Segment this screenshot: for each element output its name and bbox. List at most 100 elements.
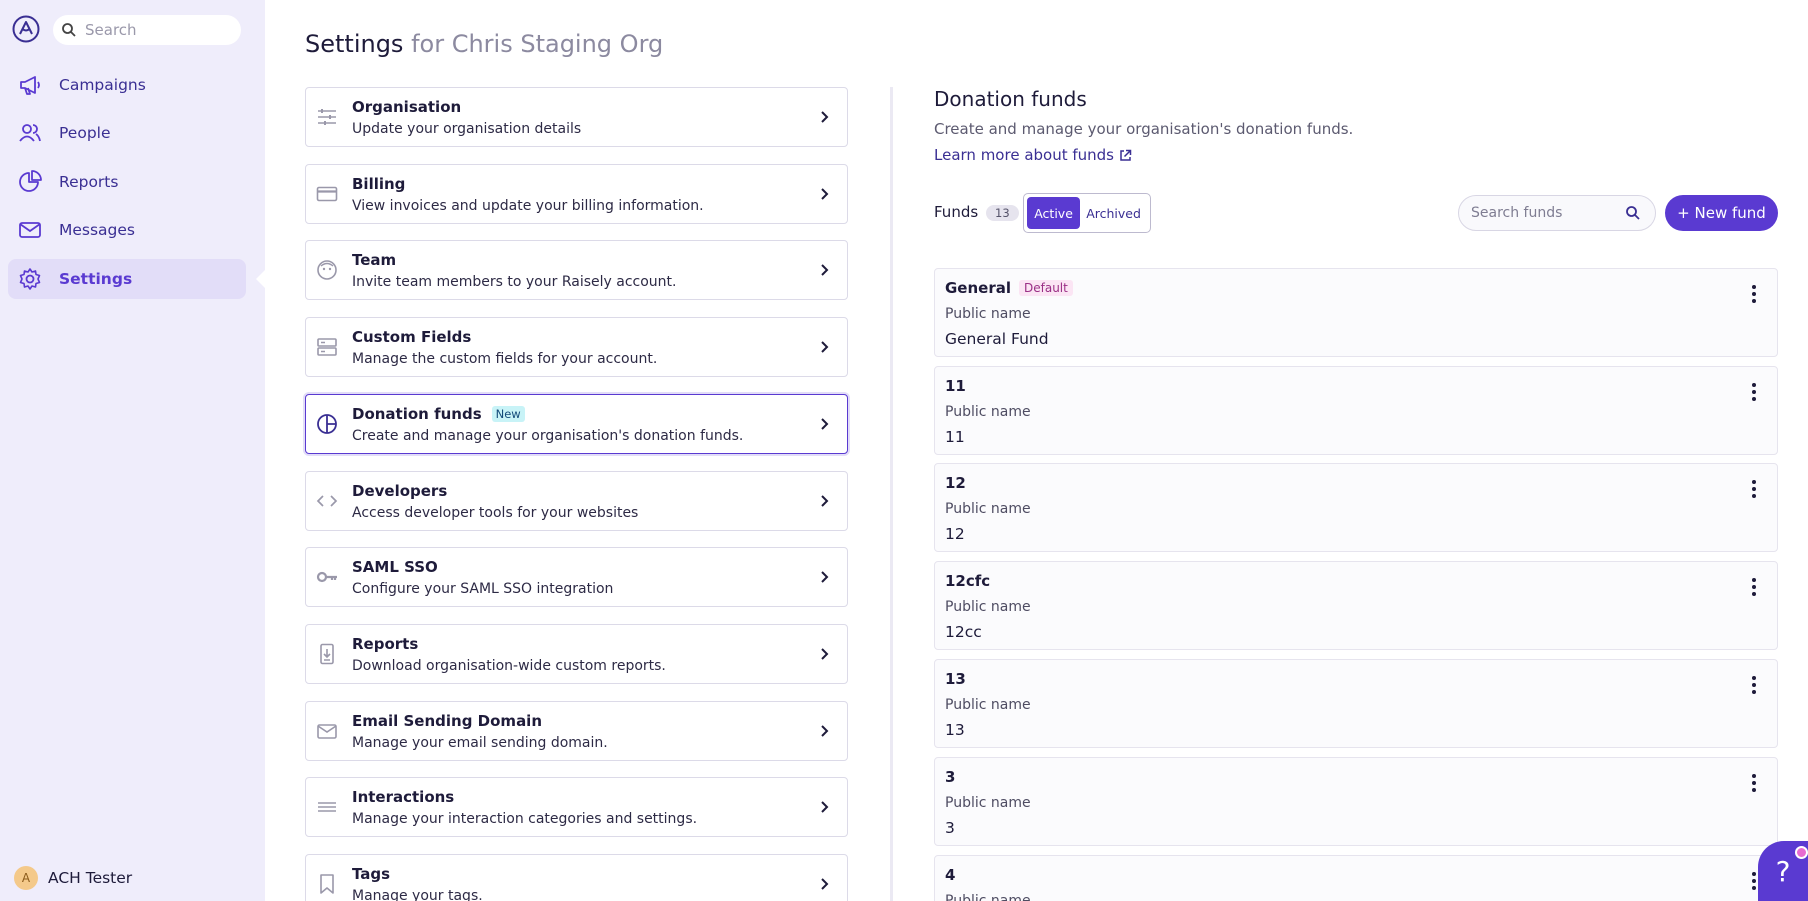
- search-icon: [62, 23, 76, 37]
- mail-icon: [317, 724, 337, 739]
- funds-count-badge: 13: [986, 205, 1019, 221]
- public-name-label: Public name: [945, 893, 1031, 901]
- sidebar-item-label: Campaigns: [59, 76, 146, 94]
- chevron-right-icon: [821, 264, 829, 276]
- toggle-archived[interactable]: Archived: [1086, 205, 1141, 221]
- settings-item-interactions[interactable]: Interactions Manage your interaction cate…: [305, 777, 848, 837]
- key-icon: [316, 571, 337, 583]
- settings-item-desc: Manage your tags.: [352, 887, 483, 901]
- sidebar-item-messages[interactable]: Messages: [8, 210, 246, 250]
- more-options-icon[interactable]: [1745, 772, 1763, 794]
- funds-panel-description: Create and manage your organisation's do…: [934, 120, 1354, 138]
- public-name-label: Public name: [945, 795, 1031, 811]
- fund-name: 4: [945, 866, 956, 884]
- settings-item-custom-fields[interactable]: Custom Fields Manage the custom fields fo…: [305, 317, 848, 377]
- settings-item-title: Interactions: [352, 787, 455, 806]
- new-badge: New: [491, 405, 525, 422]
- panel-divider: [890, 87, 893, 901]
- public-name-label: Public name: [945, 697, 1031, 713]
- settings-item-title: Donation funds: [352, 404, 482, 423]
- sidebar-item-campaigns[interactable]: Campaigns: [8, 65, 246, 105]
- page-title-main: Settings: [305, 30, 404, 58]
- settings-item-desc: Access developer tools for your websites: [352, 504, 639, 521]
- public-name-value: 11: [945, 428, 965, 446]
- settings-item-title: Tags: [352, 864, 391, 883]
- credit-card-icon: [316, 186, 338, 202]
- settings-item-organisation[interactable]: Organisation Update your organisation det…: [305, 87, 848, 147]
- settings-item-donation-funds[interactable]: Donation funds New Create and manage your …: [305, 394, 848, 454]
- more-options-icon[interactable]: [1745, 283, 1763, 305]
- more-options-icon[interactable]: [1745, 381, 1763, 403]
- settings-item-reports[interactable]: Reports Download organisation-wide custom…: [305, 624, 848, 684]
- raisely-logo-icon[interactable]: [12, 15, 40, 43]
- fund-name: 12: [945, 474, 966, 492]
- chevron-right-icon: [821, 571, 829, 583]
- funds-icon: [317, 414, 337, 434]
- fund-card[interactable]: 11 Public name 11: [934, 366, 1778, 455]
- fund-name: 3: [945, 768, 956, 786]
- fund-card[interactable]: 12cfc Public name 12cc: [934, 561, 1778, 650]
- settings-item-team[interactable]: Team Invite team members to your Raisely …: [305, 240, 848, 300]
- team-icon: [317, 260, 337, 280]
- help-notification-dot: [1795, 846, 1808, 859]
- global-search[interactable]: [53, 15, 241, 45]
- sidebar-item-people[interactable]: People: [8, 113, 246, 153]
- settings-item-developers[interactable]: Developers Access developer tools for you…: [305, 471, 848, 531]
- chevron-right-icon: [821, 111, 829, 123]
- learn-more-link[interactable]: Learn more about funds: [934, 146, 1132, 164]
- settings-item-billing[interactable]: Billing View invoices and update your bil…: [305, 164, 848, 224]
- fund-card[interactable]: 3 Public name 3: [934, 757, 1778, 846]
- download-icon: [320, 643, 334, 665]
- more-options-icon[interactable]: [1745, 576, 1763, 598]
- toggle-active[interactable]: Active: [1027, 197, 1081, 229]
- user-name: ACH Tester: [48, 869, 133, 887]
- sidebar: Campaigns People Reports Messages Settin…: [0, 0, 265, 901]
- pie-chart-icon: [19, 170, 42, 192]
- settings-item-title: Team: [352, 250, 397, 269]
- mail-icon: [19, 222, 41, 238]
- search-icon[interactable]: [1625, 205, 1641, 221]
- more-options-icon[interactable]: [1745, 478, 1763, 500]
- chevron-right-icon: [821, 648, 829, 660]
- fund-card[interactable]: 4 Public name: [934, 855, 1778, 901]
- bookmark-icon: [320, 874, 334, 894]
- settings-item-desc: Manage your interaction categories and s…: [352, 810, 698, 827]
- settings-item-title: Developers: [352, 481, 448, 500]
- fund-card[interactable]: General Default Public name General Fund: [934, 268, 1778, 357]
- settings-item-title: Reports: [352, 634, 419, 653]
- global-search-input[interactable]: [85, 21, 225, 39]
- public-name-value: 3: [945, 819, 955, 837]
- fund-name: General: [945, 279, 1011, 297]
- chevron-right-icon: [821, 341, 829, 353]
- public-name-value: General Fund: [945, 330, 1049, 348]
- funds-label: Funds: [934, 203, 979, 221]
- page-title: Settings for Chris Staging Org: [305, 30, 663, 58]
- fund-card[interactable]: 13 Public name 13: [934, 659, 1778, 748]
- settings-item-tags[interactable]: Tags Manage your tags.: [305, 854, 848, 901]
- settings-item-saml-sso[interactable]: SAML SSO Configure your SAML SSO integrat…: [305, 547, 848, 607]
- public-name-label: Public name: [945, 404, 1031, 420]
- fund-search[interactable]: [1458, 195, 1656, 231]
- settings-item-email-sending-domain[interactable]: Email Sending Domain Manage your email se…: [305, 701, 848, 761]
- new-fund-button[interactable]: + New fund: [1665, 195, 1778, 231]
- fund-search-input[interactable]: [1471, 205, 1619, 221]
- external-link-icon: [1120, 149, 1132, 161]
- public-name-value: 12: [945, 525, 965, 543]
- more-options-icon[interactable]: [1745, 674, 1763, 696]
- sidebar-item-settings[interactable]: Settings: [8, 259, 246, 299]
- fund-name: 13: [945, 670, 966, 688]
- active-indicator: [256, 270, 265, 288]
- chevron-right-icon: [821, 495, 829, 507]
- chevron-right-icon: [821, 188, 829, 200]
- sidebar-item-label: Messages: [59, 221, 136, 239]
- sidebar-item-reports[interactable]: Reports: [8, 162, 246, 202]
- fund-card[interactable]: 12 Public name 12: [934, 463, 1778, 552]
- public-name-label: Public name: [945, 501, 1031, 517]
- user-menu[interactable]: A ACH Tester: [14, 866, 132, 890]
- more-options-icon[interactable]: [1745, 870, 1763, 892]
- active-archived-toggle: Active Archived: [1023, 193, 1151, 233]
- settings-item-desc: Invite team members to your Raisely acco…: [352, 273, 677, 290]
- chevron-right-icon: [821, 418, 829, 430]
- settings-item-desc: Download organisation-wide custom report…: [352, 657, 666, 674]
- default-badge: Default: [1019, 280, 1073, 296]
